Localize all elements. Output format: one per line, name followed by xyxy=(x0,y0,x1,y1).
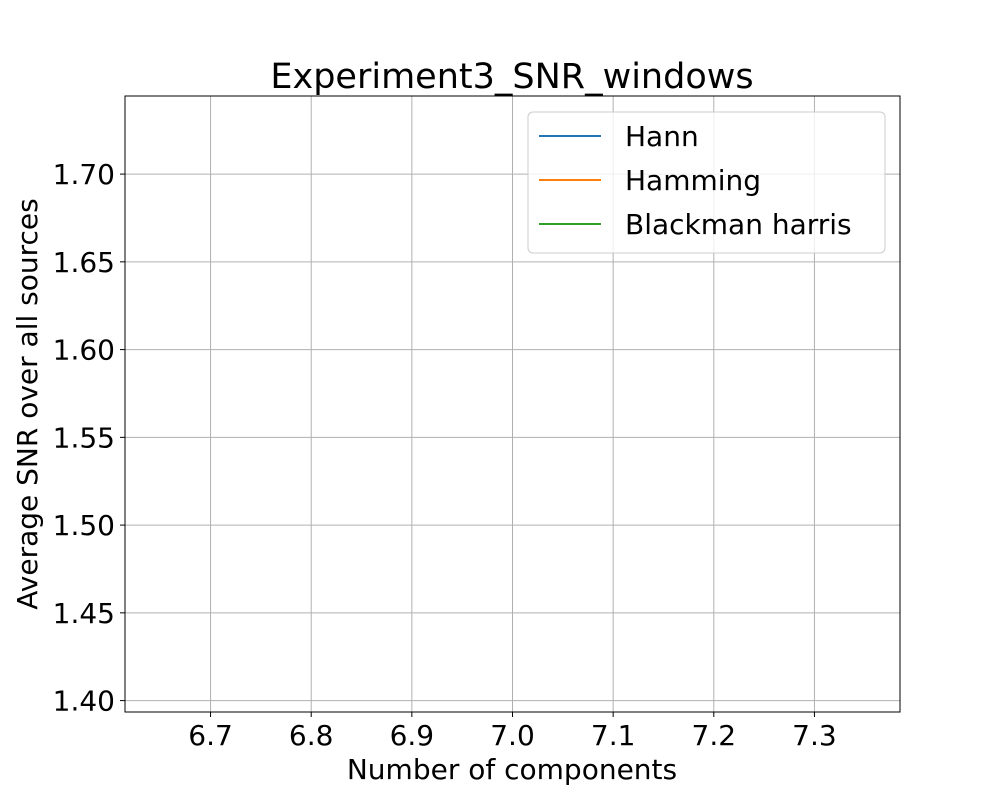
legend-box xyxy=(527,111,886,254)
y-tick-label: 1.45 xyxy=(53,597,115,630)
x-axis-ticks: 6.7 6.8 6.9 7.0 7.1 7.2 7.3 xyxy=(188,712,837,752)
y-axis-label: Average SNR over all sources xyxy=(11,198,44,609)
x-tick-label: 6.7 xyxy=(188,719,233,752)
x-tick-label: 7.3 xyxy=(792,719,837,752)
legend: Hann Hamming Blackman harris xyxy=(527,111,886,254)
x-tick-label: 7.0 xyxy=(490,719,535,752)
y-tick-label: 1.65 xyxy=(53,246,115,279)
x-axis-label: Number of components xyxy=(347,753,677,786)
y-tick-label: 1.60 xyxy=(53,334,115,367)
legend-label: Blackman harris xyxy=(625,208,852,241)
x-tick-label: 6.9 xyxy=(390,719,435,752)
legend-label: Hann xyxy=(625,120,699,153)
x-tick-label: 7.1 xyxy=(591,719,636,752)
y-axis-ticks: 1.40 1.45 1.50 1.55 1.60 1.65 1.70 xyxy=(53,158,125,718)
y-tick-label: 1.40 xyxy=(53,685,115,718)
y-tick-label: 1.70 xyxy=(53,158,115,191)
x-tick-label: 7.2 xyxy=(692,719,737,752)
legend-label: Hamming xyxy=(625,164,761,197)
x-tick-label: 6.8 xyxy=(289,719,334,752)
chart-title: Experiment3_SNR_windows xyxy=(270,57,753,97)
y-tick-label: 1.50 xyxy=(53,509,115,542)
y-tick-label: 1.55 xyxy=(53,421,115,454)
